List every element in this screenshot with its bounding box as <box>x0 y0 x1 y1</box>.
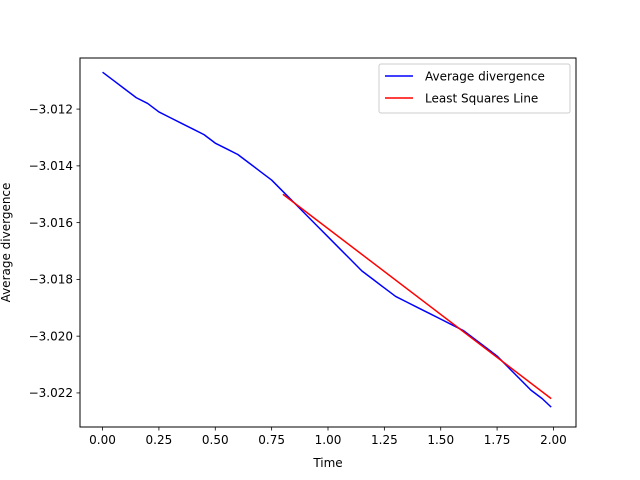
x-tick-label: 0.25 <box>146 433 173 447</box>
legend-label-average-divergence: Average divergence <box>425 70 545 84</box>
y-axis-label: Average divergence <box>0 183 13 303</box>
x-tick-label: 1.25 <box>371 433 398 447</box>
y-axis-ticks: −3.022 −3.020 −3.018 −3.016 −3.014 −3.012 <box>29 102 80 400</box>
x-axis-label: Time <box>312 456 342 470</box>
legend-label-least-squares: Least Squares Line <box>425 92 538 106</box>
plot-area <box>80 58 576 427</box>
y-tick-label: −3.018 <box>29 273 73 287</box>
x-tick-label: 0.75 <box>258 433 285 447</box>
x-tick-label: 2.00 <box>540 433 567 447</box>
series-layer <box>102 71 552 408</box>
y-tick-label: −3.012 <box>29 102 73 116</box>
legend: Average divergence Least Squares Line <box>378 63 571 114</box>
x-axis-ticks: 0.00 0.25 0.50 0.75 1.00 1.25 1.50 1.75 2.00 <box>89 427 567 447</box>
x-tick-label: 1.50 <box>427 433 454 447</box>
y-tick-label: −3.016 <box>29 216 73 230</box>
x-tick-label: 0.50 <box>202 433 229 447</box>
y-tick-label: −3.020 <box>29 329 73 343</box>
y-tick-label: −3.014 <box>29 159 73 173</box>
x-tick-label: 1.75 <box>484 433 511 447</box>
legend-box <box>378 63 571 114</box>
x-tick-label: 1.00 <box>315 433 342 447</box>
x-tick-label: 0.00 <box>89 433 116 447</box>
y-tick-label: −3.022 <box>29 386 73 400</box>
series-line-1 <box>282 193 552 400</box>
series-line-0 <box>102 71 552 408</box>
